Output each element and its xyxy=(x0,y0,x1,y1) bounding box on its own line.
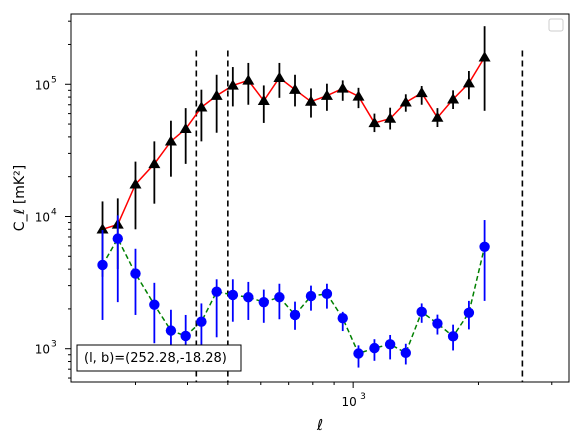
data-point xyxy=(447,93,460,104)
y-tick-label: 10 xyxy=(35,343,50,357)
data-point xyxy=(196,316,207,327)
x-tick-label-exponent: 3 xyxy=(360,392,366,402)
data-point xyxy=(242,74,255,85)
y-tick-label: 10 xyxy=(35,78,50,92)
data-point xyxy=(289,309,301,321)
x-tick-label: 10 xyxy=(342,395,357,409)
data-point xyxy=(130,268,141,279)
data-point xyxy=(400,347,411,359)
data-point xyxy=(432,318,443,329)
data-point xyxy=(164,135,177,146)
data-point xyxy=(112,233,123,244)
data-point xyxy=(368,116,381,128)
data-point xyxy=(97,259,108,271)
data-point xyxy=(165,325,177,336)
data-point xyxy=(289,83,302,94)
data-point xyxy=(226,79,239,90)
data-point xyxy=(195,101,208,112)
axis-ticks: 10 310 310 410 5 xyxy=(35,20,553,409)
data-point xyxy=(148,157,161,169)
annotation-frame xyxy=(76,344,242,372)
vertical-lines xyxy=(195,50,524,382)
data-point xyxy=(274,292,285,303)
data-point xyxy=(211,286,222,297)
data-point xyxy=(352,90,365,101)
data-point xyxy=(304,95,317,106)
data-point xyxy=(431,111,444,122)
data-point xyxy=(353,348,364,359)
data-point xyxy=(337,313,348,324)
data-point xyxy=(273,71,286,82)
y-tick-label-exponent: 5 xyxy=(51,75,57,85)
data-point xyxy=(179,122,192,134)
data-point xyxy=(399,96,412,107)
data-point xyxy=(180,330,191,342)
data-point xyxy=(320,89,333,100)
y-axis-label: C_ℓ [mK²] xyxy=(12,165,28,231)
data-point xyxy=(416,306,427,318)
data-point xyxy=(336,82,349,93)
legend xyxy=(548,18,564,32)
legend-frame xyxy=(548,18,564,32)
data-point xyxy=(321,288,333,300)
series-layer xyxy=(96,26,491,368)
data-point xyxy=(384,112,397,123)
data-point xyxy=(129,178,142,189)
data-point xyxy=(479,241,490,252)
data-point xyxy=(463,307,475,318)
series-2 xyxy=(97,215,490,368)
x-axis-label: ℓ xyxy=(316,416,323,434)
plot-area xyxy=(70,13,570,383)
data-point xyxy=(258,296,269,308)
data-point xyxy=(478,51,491,62)
data-point xyxy=(227,289,239,301)
data-point xyxy=(96,223,109,234)
plot-frame xyxy=(70,13,570,383)
data-point xyxy=(210,89,223,100)
y-tick-label-exponent: 3 xyxy=(51,340,57,350)
data-point xyxy=(369,342,380,354)
data-point xyxy=(243,292,254,303)
data-point xyxy=(257,94,270,105)
data-point xyxy=(415,86,428,98)
annotation-box: (l, b)=(252.28,-18.28) xyxy=(76,344,242,372)
y-tick-label: 10 xyxy=(35,210,50,224)
y-tick-label-exponent: 4 xyxy=(51,207,57,217)
data-point xyxy=(149,299,160,310)
annotation-text: (l, b)=(252.28,-18.28) xyxy=(84,351,227,366)
data-point xyxy=(305,290,317,302)
data-point xyxy=(462,77,475,88)
data-point xyxy=(447,331,459,342)
series-1 xyxy=(96,26,491,277)
data-point xyxy=(384,339,396,350)
